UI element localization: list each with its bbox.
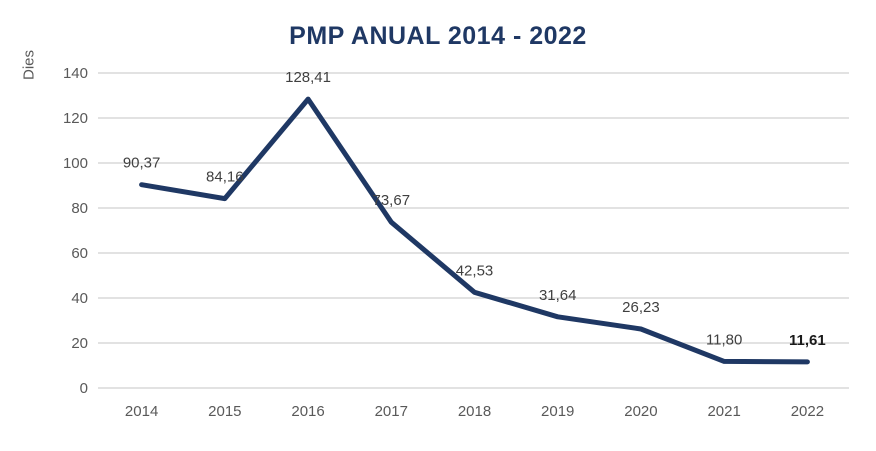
data-label: 128,41 — [285, 69, 331, 86]
x-tick-label: 2020 — [624, 403, 657, 420]
data-series-line — [139, 96, 810, 365]
y-tick-label: 40 — [71, 290, 88, 307]
y-tick-label: 60 — [71, 245, 88, 262]
data-label: 84,16 — [206, 169, 244, 186]
y-tick-label: 100 — [63, 155, 88, 172]
data-label: 31,64 — [539, 287, 577, 304]
data-label: 11,61 — [789, 332, 826, 349]
data-label: 26,23 — [622, 299, 660, 316]
x-tick-label: 2021 — [707, 403, 740, 420]
y-tick-label: 0 — [80, 380, 88, 397]
data-label: 90,37 — [123, 155, 161, 172]
x-tick-label: 2014 — [125, 403, 158, 420]
data-label: 73,67 — [373, 192, 411, 209]
x-tick-label: 2017 — [375, 403, 408, 420]
y-tick-label: 140 — [63, 65, 88, 82]
x-tick-label: 2022 — [791, 403, 824, 420]
data-label: 42,53 — [456, 262, 494, 279]
x-tick-label: 2018 — [458, 403, 491, 420]
y-tick-label: 80 — [71, 200, 88, 217]
chart-title: PMP ANUAL 2014 - 2022 — [289, 22, 587, 50]
x-tick-label: 2015 — [208, 403, 241, 420]
x-tick-label: 2016 — [291, 403, 324, 420]
data-label: 11,80 — [706, 331, 742, 348]
y-tick-label: 20 — [71, 335, 88, 352]
x-tick-label: 2019 — [541, 403, 574, 420]
y-tick-label: 120 — [63, 110, 88, 127]
